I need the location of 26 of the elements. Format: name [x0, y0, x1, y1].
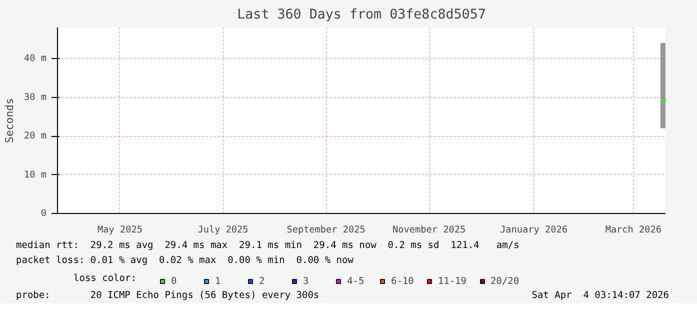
legend-label: 3: [303, 275, 310, 287]
chart-title: Last 360 Days from 03fe8c8d5057: [237, 8, 486, 22]
y-tick-label: 0: [40, 208, 47, 219]
legend-label: 2: [259, 275, 266, 287]
text: packet loss: 0.01 % avg 0.02 % max 0.00 % min 0.00 % now: [16, 254, 354, 268]
x-tick-label: July 2025: [198, 224, 248, 236]
x-tick-label: September 2025: [286, 224, 366, 236]
text: probe: 20 ICMP Echo Pings (56 Bytes) every 300s: [16, 289, 320, 303]
y-tick-label: 20 m: [24, 130, 47, 142]
x-tick-label: January 2026: [500, 224, 568, 236]
legend-title: loss color:: [74, 273, 136, 284]
x-tick-label: May 2025: [98, 224, 142, 236]
legend-label: 4-5: [347, 275, 366, 287]
y-tick-label: 10 m: [24, 169, 47, 180]
legend-label: 20/20: [490, 275, 520, 287]
x-tick-label: March 2026: [605, 224, 662, 236]
legend-label: 6-10: [391, 275, 414, 287]
y-tick-label: 40 m: [24, 53, 47, 64]
text: Sat Apr 4 03:14:07 2026: [532, 289, 669, 303]
legend-label: 0: [171, 275, 178, 287]
text: median rtt: 29.2 ms avg 29.4 ms max 29.1 ms min 29.4 ms now 0.2 ms sd 121.4 am/s: [16, 239, 520, 253]
x-tick-label: November 2025: [392, 224, 466, 236]
legend-label: 11-19: [438, 275, 466, 287]
legend-label: 1: [215, 275, 222, 287]
y-axis-title: Seconds: [3, 98, 16, 143]
y-tick-label: 30 m: [24, 92, 47, 103]
